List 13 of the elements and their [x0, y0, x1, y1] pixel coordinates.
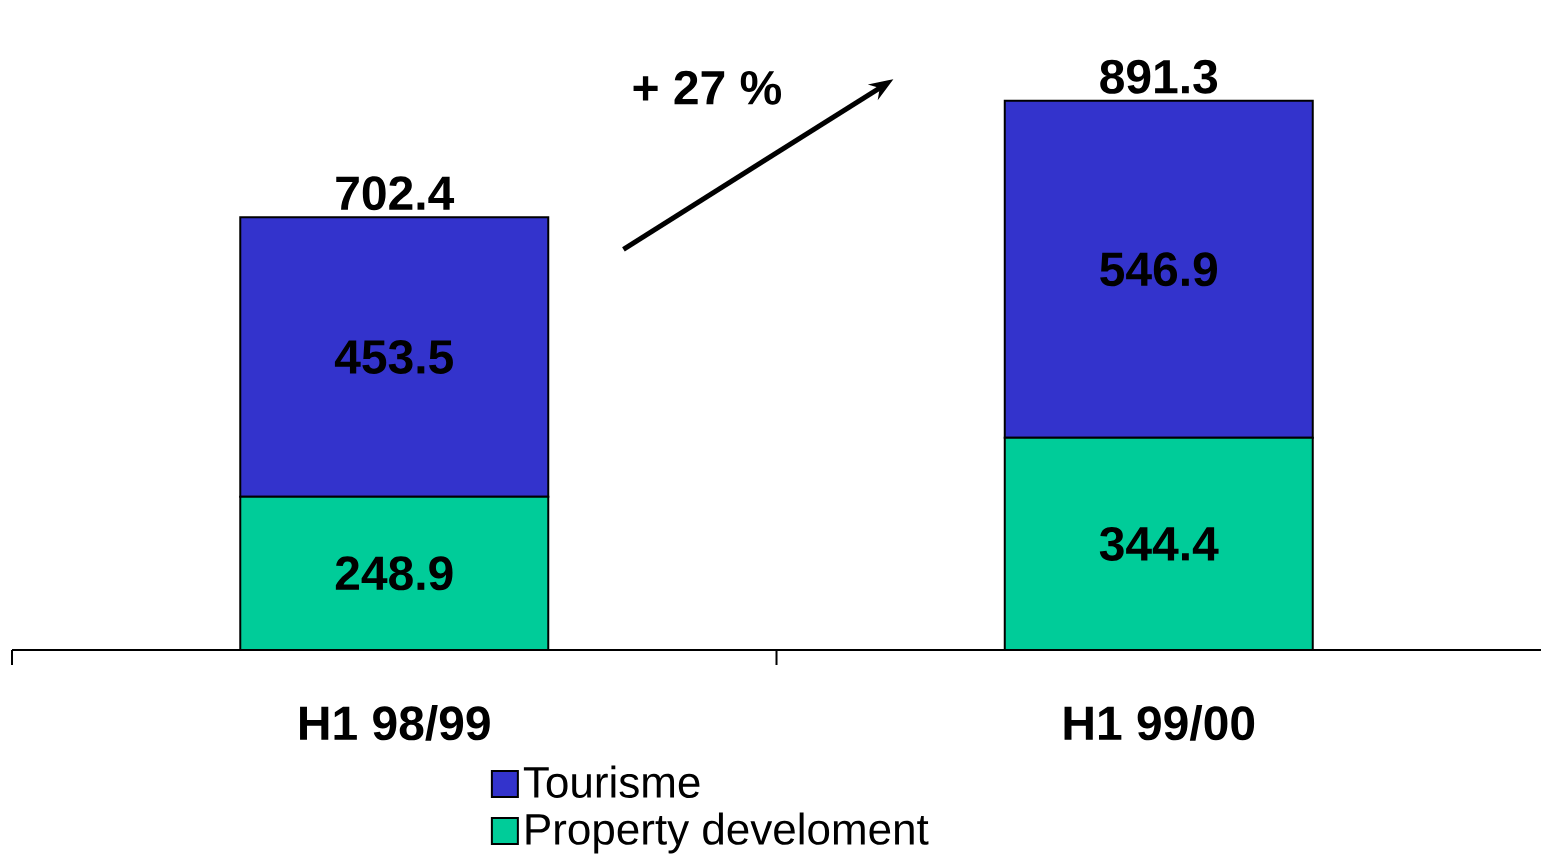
legend-label: Tourisme: [523, 765, 700, 798]
total-label: 702.4: [336, 176, 455, 211]
data-label: 453.5: [334, 339, 453, 374]
x-tick-label: H1 99/00: [1064, 705, 1255, 741]
bar: [240, 496, 549, 650]
data-label: 248.9: [335, 556, 453, 591]
total-label: 891.3: [1100, 59, 1218, 94]
x-tick-label: H1 98/99: [300, 705, 490, 741]
bar: [1003, 436, 1314, 650]
data-label: 546.9: [1100, 252, 1218, 287]
legend-label: Property develoment: [526, 812, 929, 854]
annotation: + 27 %: [633, 70, 781, 105]
data-label: 344.4: [1099, 526, 1219, 561]
